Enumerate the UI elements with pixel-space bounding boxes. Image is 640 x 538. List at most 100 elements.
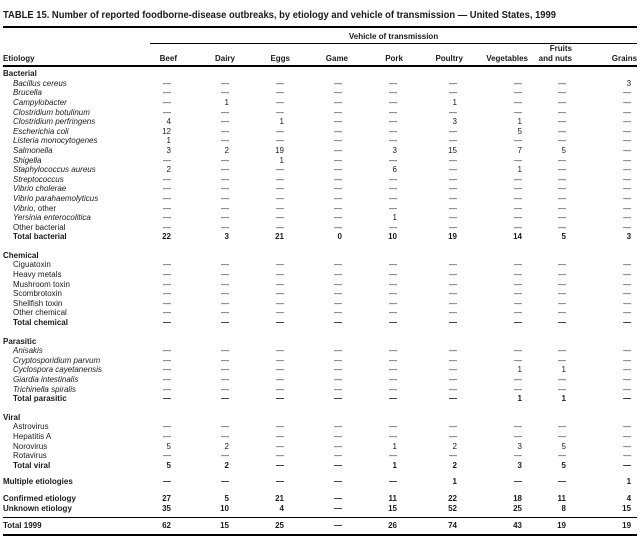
value-cell-grains: 3 — [626, 78, 632, 88]
value-cell-vegetables: — — [514, 355, 522, 365]
value-cell-pork: 3 — [392, 145, 397, 155]
value-cell-fruits-and-nuts: — — [558, 213, 566, 223]
value-cell-eggs: — — [276, 318, 284, 328]
value-cell-vegetables: 3 — [517, 460, 522, 470]
value-cell-beef: — — [163, 107, 171, 117]
value-cell-beef: — — [163, 431, 171, 441]
value-cell-vegetables: — — [514, 88, 522, 98]
column-header-etiology: Etiology — [3, 43, 150, 68]
etiology-label: Total viral — [3, 461, 150, 471]
etiology-label: Norovirus — [3, 442, 150, 452]
value-cell-vegetables: — — [514, 213, 522, 223]
etiology-label: Clostridium perfringens — [3, 117, 150, 127]
value-cell-poultry: — — [449, 222, 457, 232]
table-row: Heavy metals — — — — — — — — — — [3, 270, 637, 280]
value-cell-poultry: 3 — [452, 117, 457, 127]
spacer-cell — [3, 328, 637, 335]
value-cell-game: — — [334, 222, 342, 232]
etiology-name: Giardia intestinalis — [13, 375, 79, 384]
value-cell-grains: — — [623, 451, 632, 461]
value-cell-pork: — — [389, 184, 397, 194]
value-cell-game: — — [334, 174, 342, 184]
value-cell-dairy: 15 — [177, 517, 235, 536]
value-cell-poultry: 1 — [452, 97, 457, 107]
section-header-viral: Viral — [3, 411, 637, 423]
value-cell-beef: — — [163, 422, 171, 432]
value-cell-pork: 11 — [388, 493, 397, 503]
value-cell-eggs: — — [276, 165, 284, 175]
value-cell-pork: 1 — [392, 213, 397, 223]
column-header-beef: Beef — [150, 43, 177, 68]
value-cell-pork: — — [389, 431, 397, 441]
value-cell-dairy: — — [221, 346, 229, 356]
etiology-name: Bacillus cereus — [13, 78, 67, 88]
value-cell-game: — — [334, 136, 342, 146]
value-cell-eggs: — — [276, 270, 284, 280]
value-cell-eggs: 25 — [235, 517, 290, 536]
value-cell-poultry: — — [449, 203, 457, 213]
etiology-label: Total parasitic — [3, 394, 150, 404]
value-cell-eggs: — — [276, 375, 284, 384]
etiology-label: Escherichia coli — [3, 127, 150, 137]
value-cell-poultry: — — [449, 165, 457, 175]
value-cell-vegetables: — — [514, 136, 522, 146]
value-cell-dairy: — — [221, 355, 229, 365]
spacer-cell — [3, 242, 637, 249]
value-cell-pork: — — [389, 375, 397, 384]
value-cell-grains: 19 — [572, 517, 638, 536]
value-cell-beef: — — [163, 451, 171, 461]
value-cell-game: — — [334, 375, 342, 384]
value-cell-vegetables: — — [514, 279, 522, 289]
value-cell-vegetables: 25 — [513, 503, 522, 513]
value-cell-pork: — — [389, 136, 397, 146]
value-cell-vegetables: — — [514, 260, 522, 270]
value-cell-eggs: — — [276, 222, 284, 232]
value-cell-grains: — — [623, 213, 632, 223]
value-cell-game: — — [334, 394, 342, 404]
value-cell-grains: — — [623, 422, 632, 432]
value-cell-poultry: — — [449, 260, 457, 270]
value-cell-eggs: — — [276, 107, 284, 117]
etiology-name: Rotavirus — [13, 451, 47, 461]
value-cell-dairy: 2 — [224, 441, 229, 451]
value-cell-game: — — [334, 88, 342, 98]
value-cell-grains: — — [623, 145, 632, 155]
column-header-pork: Pork — [348, 43, 403, 68]
value-cell-pork: — — [389, 394, 397, 404]
value-cell-pork: — — [389, 203, 397, 213]
value-cell-vegetables: — — [514, 289, 522, 299]
etiology-name: Hepatitis A — [13, 431, 52, 441]
value-cell-grains: — — [623, 203, 632, 213]
value-cell-fruits-and-nuts: — — [558, 375, 566, 384]
etiology-name: Brucella — [13, 88, 42, 98]
value-cell-fruits-and-nuts: — — [558, 384, 566, 394]
value-cell-grains: — — [623, 279, 632, 289]
value-cell-poultry: — — [449, 136, 457, 146]
etiology-label: Unknown etiology — [3, 504, 150, 514]
value-cell-game: — — [334, 155, 342, 165]
table-row: Yersinia enterocolitica — — — — 1 — — — — — [3, 213, 637, 223]
value-cell-fruits-and-nuts: — — [558, 346, 566, 356]
value-cell-pork: — — [389, 298, 397, 308]
value-cell-beef: 4 — [166, 117, 171, 127]
value-cell-game: — — [334, 365, 342, 375]
value-cell-game: — — [334, 384, 342, 394]
value-cell-fruits-and-nuts: — — [558, 451, 566, 461]
etiology-label: Cyclospora cayetanensis — [3, 365, 150, 375]
value-cell-vegetables: 1 — [517, 165, 522, 175]
value-cell-eggs: 21 — [275, 232, 284, 242]
etiology-label: Giardia intestinalis — [3, 375, 150, 385]
value-cell-beef: 5 — [166, 441, 171, 451]
value-cell-fruits-and-nuts: — — [558, 289, 566, 299]
value-cell-beef: — — [163, 289, 171, 299]
value-cell-pork: 10 — [388, 232, 397, 242]
etiology-label: Cryptosporidium parvum — [3, 356, 150, 366]
value-cell-vegetables: — — [514, 431, 522, 441]
value-cell-poultry: — — [449, 270, 457, 280]
value-cell-poultry: — — [449, 155, 457, 165]
value-cell-grains: — — [623, 193, 632, 203]
value-cell-dairy: — — [221, 318, 229, 328]
value-cell-poultry: — — [449, 289, 457, 299]
value-cell-dairy: — — [221, 213, 229, 223]
value-cell-beef: — — [163, 308, 171, 318]
